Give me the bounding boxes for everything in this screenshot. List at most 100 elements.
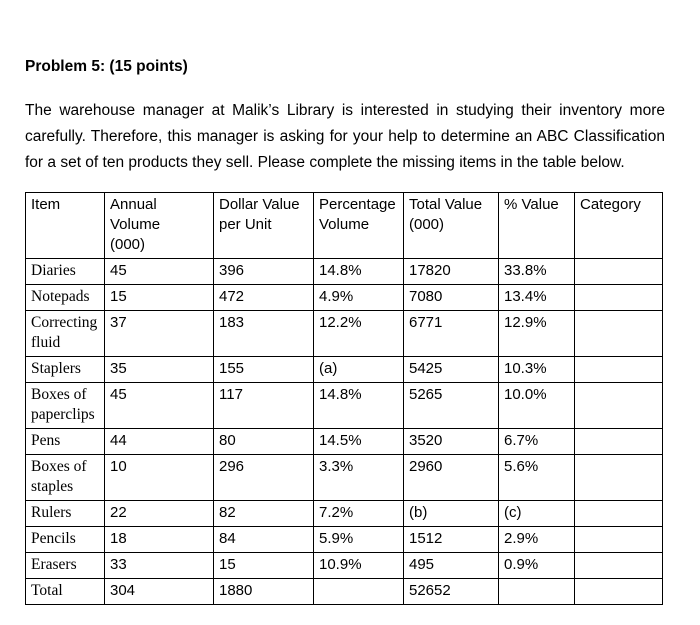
- table-cell: 13.4%: [498, 284, 575, 311]
- table-cell: 14.8%: [313, 382, 404, 429]
- table-cell: [574, 578, 663, 605]
- table-cell: Staplers: [25, 356, 105, 383]
- table-cell: 6771: [403, 310, 499, 357]
- table-row: Total 304 1880 52652: [25, 578, 663, 605]
- table-cell: 155: [213, 356, 314, 383]
- table-cell: 183: [213, 310, 314, 357]
- table-cell: 15: [104, 284, 214, 311]
- inventory-table: Item Annual Volume (000) Dollar Value per …: [25, 192, 663, 605]
- table-cell: [574, 258, 663, 285]
- table-row: Boxes of paperclips 45 117 14.8% 5265 10.0%: [25, 382, 663, 429]
- table-cell: 18: [104, 526, 214, 553]
- table-cell: 37: [104, 310, 214, 357]
- table-row: Pencils 18 84 5.9% 1512 2.9%: [25, 526, 663, 553]
- column-header: Percentage Volume: [313, 192, 404, 259]
- table-cell: 296: [213, 454, 314, 501]
- table-cell: 4.9%: [313, 284, 404, 311]
- table-cell: 1512: [403, 526, 499, 553]
- table-cell: [574, 356, 663, 383]
- table-cell: 45: [104, 382, 214, 429]
- table-cell: 35: [104, 356, 214, 383]
- table-cell: 6.7%: [498, 428, 575, 455]
- table-row: Boxes of staples 10 296 3.3% 2960 5.6%: [25, 454, 663, 501]
- table-cell: (b): [403, 500, 499, 527]
- table-cell: Total: [25, 578, 105, 605]
- table-cell: [574, 428, 663, 455]
- table-row: Pens 44 80 14.5% 3520 6.7%: [25, 428, 663, 455]
- table-cell: [313, 578, 404, 605]
- column-header: Category: [574, 192, 663, 259]
- table-cell: 15: [213, 552, 314, 579]
- table-cell: 5265: [403, 382, 499, 429]
- problem-title: Problem 5: (15 points): [25, 58, 188, 75]
- table-cell: [498, 578, 575, 605]
- table-cell: 10.3%: [498, 356, 575, 383]
- table-cell: 1880: [213, 578, 314, 605]
- table-header-row: Item Annual Volume (000) Dollar Value per …: [25, 192, 663, 259]
- table-cell: [574, 526, 663, 553]
- table-cell: 2960: [403, 454, 499, 501]
- table-cell: (a): [313, 356, 404, 383]
- table-cell: 45: [104, 258, 214, 285]
- table-cell: 2.9%: [498, 526, 575, 553]
- table-cell: 22: [104, 500, 214, 527]
- table-cell: 5.6%: [498, 454, 575, 501]
- table-cell: (c): [498, 500, 575, 527]
- table-cell: 44: [104, 428, 214, 455]
- table-cell: 10.9%: [313, 552, 404, 579]
- table-cell: 396: [213, 258, 314, 285]
- table-cell: 5425: [403, 356, 499, 383]
- table-row: Item Annual Volume (000) Dollar Value per …: [25, 192, 663, 259]
- table-cell: Notepads: [25, 284, 105, 311]
- table-row: Correcting fluid 37 183 12.2% 6771 12.9%: [25, 310, 663, 357]
- table-cell: 10.0%: [498, 382, 575, 429]
- column-header: Item: [25, 192, 105, 259]
- table-cell: Rulers: [25, 500, 105, 527]
- table-cell: 0.9%: [498, 552, 575, 579]
- table-cell: 52652: [403, 578, 499, 605]
- table-cell: 33.8%: [498, 258, 575, 285]
- table-cell: 472: [213, 284, 314, 311]
- column-header: Dollar Value per Unit: [213, 192, 314, 259]
- table-cell: 12.9%: [498, 310, 575, 357]
- table-cell: 14.8%: [313, 258, 404, 285]
- table-cell: 17820: [403, 258, 499, 285]
- table-row: Diaries 45 396 14.8% 17820 33.8%: [25, 258, 663, 285]
- table-cell: 80: [213, 428, 314, 455]
- table-cell: Erasers: [25, 552, 105, 579]
- table-cell: 3520: [403, 428, 499, 455]
- table-cell: Pencils: [25, 526, 105, 553]
- table-cell: Pens: [25, 428, 105, 455]
- table-cell: 7080: [403, 284, 499, 311]
- table-cell: Correcting fluid: [25, 310, 105, 357]
- table-cell: Boxes of paperclips: [25, 382, 105, 429]
- table-body: Diaries 45 396 14.8% 17820 33.8% Notepads 15 472…: [25, 258, 663, 605]
- table-cell: 7.2%: [313, 500, 404, 527]
- table-cell: Boxes of staples: [25, 454, 105, 501]
- table-cell: 495: [403, 552, 499, 579]
- table-cell: 10: [104, 454, 214, 501]
- table-row: Rulers 22 82 7.2% (b) (c): [25, 500, 663, 527]
- table-cell: 84: [213, 526, 314, 553]
- table-cell: [574, 500, 663, 527]
- table-cell: 304: [104, 578, 214, 605]
- table-row: Staplers 35 155 (a) 5425 10.3%: [25, 356, 663, 383]
- table-cell: 14.5%: [313, 428, 404, 455]
- problem-description: The warehouse manager at Malik’s Library…: [25, 102, 665, 171]
- table-cell: [574, 454, 663, 501]
- table-row: Notepads 15 472 4.9% 7080 13.4%: [25, 284, 663, 311]
- table-cell: [574, 382, 663, 429]
- column-header: Total Value (000): [403, 192, 499, 259]
- table-cell: [574, 310, 663, 357]
- table-cell: 5.9%: [313, 526, 404, 553]
- table-cell: 33: [104, 552, 214, 579]
- table-cell: [574, 552, 663, 579]
- table-cell: 12.2%: [313, 310, 404, 357]
- table-cell: 3.3%: [313, 454, 404, 501]
- table-cell: Diaries: [25, 258, 105, 285]
- table-cell: 117: [213, 382, 314, 429]
- table-cell: [574, 284, 663, 311]
- column-header: % Value: [498, 192, 575, 259]
- table-cell: 82: [213, 500, 314, 527]
